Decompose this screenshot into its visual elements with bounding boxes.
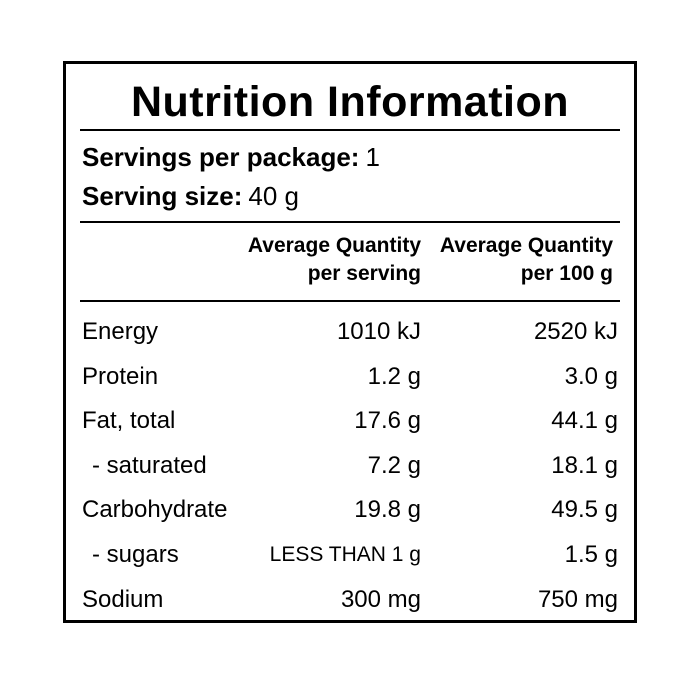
table-row-energy: Energy 1010 kJ 2520 kJ <box>66 310 634 355</box>
table-row-carbohydrate: Carbohydrate 19.8 g 49.5 g <box>66 488 634 533</box>
column-header-per-serving-line2: per serving <box>307 262 421 285</box>
divider-servings <box>80 221 620 223</box>
column-header-per-100g-line1: Average Quantity <box>439 234 613 257</box>
value-per-serving: LESS THAN 1 g <box>269 542 421 566</box>
column-header-per-100g-line2: per 100 g <box>520 262 613 285</box>
nutrient-name: - sugars <box>92 540 179 568</box>
servings-per-package-label: Servings per package: <box>82 142 360 172</box>
nutrient-name: - saturated <box>92 451 207 479</box>
value-per-100g: 3.0 g <box>564 362 618 390</box>
table-row-fat-total: Fat, total 17.6 g 44.1 g <box>66 399 634 444</box>
serving-size-label: Serving size: <box>82 181 243 211</box>
nutrient-name: Sodium <box>82 585 164 613</box>
divider-header <box>80 300 620 302</box>
value-per-100g: 44.1 g <box>551 407 618 435</box>
table-row-protein: Protein 1.2 g 3.0 g <box>66 355 634 400</box>
table-row-sugars: - sugars LESS THAN 1 g 1.5 g <box>66 533 634 578</box>
column-header-per-100g: Average Quantity per 100 g <box>440 232 613 288</box>
column-header-per-serving: Average Quantity per serving <box>248 232 421 288</box>
value-per-serving: 7.2 g <box>367 451 421 479</box>
servings-per-package: Servings per package: 1 <box>82 141 380 173</box>
value-per-100g: 750 mg <box>537 585 618 613</box>
value-per-100g: 1.5 g <box>564 540 618 568</box>
column-header-per-serving-line1: Average Quantity <box>247 234 421 257</box>
value-per-100g: 2520 kJ <box>533 318 618 345</box>
table-row-sodium: Sodium 300 mg 750 mg <box>66 578 634 623</box>
serving-size-value: 40 g <box>248 181 300 211</box>
value-per-100g: 49.5 g <box>551 496 618 524</box>
nutrient-name: Carbohydrate <box>82 496 228 524</box>
value-per-serving: 17.6 g <box>354 407 421 435</box>
panel-title: Nutrition Information <box>130 78 570 126</box>
servings-per-package-value: 1 <box>365 142 380 172</box>
nutrient-name: Fat, total <box>82 407 176 435</box>
nutrient-table: Energy 1010 kJ 2520 kJ Protein 1.2 g 3.0… <box>66 310 634 622</box>
value-per-serving: 19.8 g <box>354 496 421 524</box>
value-per-serving: 1.2 g <box>367 362 421 390</box>
nutrient-name: Protein <box>82 362 159 390</box>
value-per-serving: 1010 kJ <box>336 318 421 345</box>
table-row-saturated: - saturated 7.2 g 18.1 g <box>66 444 634 489</box>
serving-size: Serving size: 40 g <box>82 180 299 212</box>
nutrition-panel: Nutrition Information Servings per packa… <box>63 61 637 623</box>
value-per-100g: 18.1 g <box>551 451 618 479</box>
nutrient-name: Energy <box>82 318 159 345</box>
divider-title <box>80 129 620 131</box>
value-per-serving: 300 mg <box>340 585 421 613</box>
